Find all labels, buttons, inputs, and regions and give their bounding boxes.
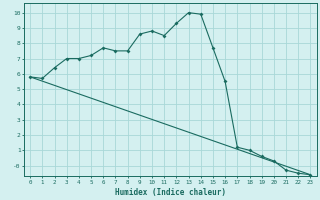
X-axis label: Humidex (Indice chaleur): Humidex (Indice chaleur): [115, 188, 226, 197]
